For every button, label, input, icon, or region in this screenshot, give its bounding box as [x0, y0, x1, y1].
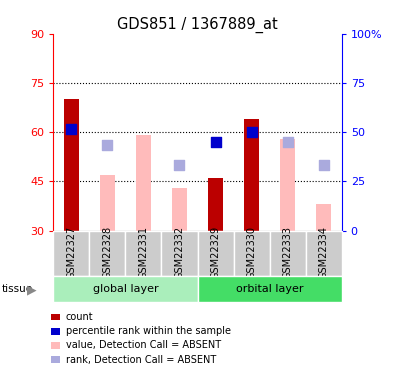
Bar — [208, 178, 223, 231]
Text: GSM22330: GSM22330 — [246, 226, 257, 279]
Bar — [198, 231, 233, 276]
Text: percentile rank within the sample: percentile rank within the sample — [66, 326, 231, 336]
Point — [284, 139, 291, 145]
Text: tissue: tissue — [2, 285, 33, 294]
Bar — [280, 139, 295, 231]
Point — [176, 162, 182, 168]
Bar — [64, 99, 79, 231]
Bar — [316, 204, 331, 231]
Point — [248, 129, 255, 135]
Bar — [233, 231, 270, 276]
Bar — [100, 175, 115, 231]
Text: GSM22328: GSM22328 — [102, 226, 113, 279]
Text: GSM22329: GSM22329 — [211, 226, 220, 279]
Text: GSM22331: GSM22331 — [138, 226, 149, 279]
Text: GSM22333: GSM22333 — [282, 226, 293, 279]
Bar — [172, 188, 187, 231]
Bar — [89, 231, 126, 276]
Bar — [136, 135, 150, 231]
Text: global layer: global layer — [92, 284, 158, 294]
Text: GDS851 / 1367889_at: GDS851 / 1367889_at — [117, 17, 278, 33]
Text: rank, Detection Call = ABSENT: rank, Detection Call = ABSENT — [66, 355, 216, 364]
Bar — [53, 276, 198, 302]
Bar — [270, 231, 306, 276]
Bar — [126, 231, 162, 276]
Bar — [245, 119, 259, 231]
Text: ▶: ▶ — [27, 283, 36, 296]
Bar — [162, 231, 198, 276]
Text: GSM22334: GSM22334 — [319, 226, 329, 279]
Bar — [306, 231, 342, 276]
Point — [104, 142, 111, 148]
Text: orbital layer: orbital layer — [236, 284, 303, 294]
Text: value, Detection Call = ABSENT: value, Detection Call = ABSENT — [66, 340, 221, 350]
Point — [68, 126, 75, 132]
Text: GSM22332: GSM22332 — [175, 226, 184, 279]
Point — [213, 139, 219, 145]
Bar — [53, 231, 89, 276]
Bar — [198, 276, 342, 302]
Text: GSM22327: GSM22327 — [66, 226, 76, 279]
Text: count: count — [66, 312, 94, 322]
Point — [320, 162, 327, 168]
